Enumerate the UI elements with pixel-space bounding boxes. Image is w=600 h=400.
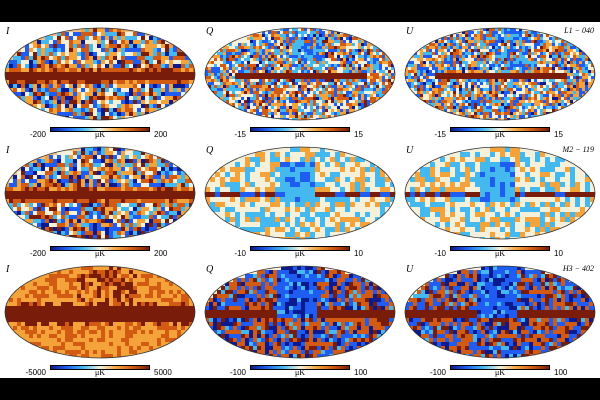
sky-map-m2-119-u [404,146,596,240]
colorbar-unit: μK [94,130,106,139]
sky-map-h3-402-q [204,265,396,359]
colorbar-max: 15 [554,130,563,139]
sky-map-m2-119-i [4,146,196,240]
colorbar [250,365,350,370]
colorbar-unit: μK [94,368,106,377]
sky-map-h3-402-i [4,265,196,359]
colorbar [50,365,150,370]
frequency-label: L1 − 040 [564,26,594,35]
stokes-label: I [6,264,10,275]
sky-map-l1-040-q [204,27,396,121]
colorbar-unit: μK [494,368,506,377]
panel-h3-402-q: Q -100 μK 100 [200,260,400,378]
colorbar-unit: μK [494,130,506,139]
colorbar-unit: μK [294,368,306,377]
sky-map-h3-402-u [404,265,596,359]
stokes-label: Q [206,264,214,275]
colorbar-min: -100 [229,368,246,377]
colorbar-min: -10 [434,249,446,258]
colorbar-min: -200 [29,130,46,139]
panel-l1-040-i: I -200 μK 200 [0,22,200,140]
panel-h3-402-i: I -5000 μK 5000 [0,260,200,378]
sky-map-l1-040-i [4,27,196,121]
sky-map-m2-119-q [204,146,396,240]
colorbar-min: -200 [29,249,46,258]
colorbar-max: 100 [554,368,568,377]
colorbar-max: 10 [554,249,563,258]
colorbar [450,246,550,251]
stokes-label: Q [206,145,214,156]
colorbar-max: 15 [354,130,363,139]
stokes-label: U [406,145,414,156]
frequency-label: H3 − 402 [562,264,594,273]
panel-m2-119-u: U M2 − 119 -10 μK 10 [400,141,600,259]
colorbar-min: -5000 [25,368,46,377]
colorbar-max: 10 [354,249,363,258]
colorbar-min: -15 [434,130,446,139]
stokes-label: I [6,26,10,37]
colorbar [250,127,350,132]
colorbar-max: 100 [354,368,368,377]
colorbar-max: 5000 [154,368,172,377]
colorbar-max: 200 [154,249,168,258]
panel-h3-402-u: U H3 − 402 -100 μK 100 [400,260,600,378]
colorbar-unit: μK [294,249,306,258]
colorbar-unit: μK [294,130,306,139]
colorbar [450,365,550,370]
frequency-label: M2 − 119 [562,145,594,154]
colorbar [450,127,550,132]
panel-m2-119-i: I -200 μK 200 [0,141,200,259]
colorbar [50,127,150,132]
sky-map-l1-040-u [404,27,596,121]
colorbar-min: -15 [234,130,246,139]
colorbar-min: -100 [429,368,446,377]
stokes-label: U [406,264,414,275]
colorbar-unit: μK [94,249,106,258]
colorbar-min: -10 [234,249,246,258]
stokes-label: Q [206,26,214,37]
stokes-label: I [6,145,10,156]
sky-map-figure: I -200 μK 200 Q -15 μK 15 U L1 − 040 -15… [0,22,600,378]
stokes-label: U [406,26,414,37]
colorbar-max: 200 [154,130,168,139]
colorbar [250,246,350,251]
colorbar [50,246,150,251]
panel-l1-040-u: U L1 − 040 -15 μK 15 [400,22,600,140]
colorbar-unit: μK [494,249,506,258]
panel-m2-119-q: Q -10 μK 10 [200,141,400,259]
panel-l1-040-q: Q -15 μK 15 [200,22,400,140]
